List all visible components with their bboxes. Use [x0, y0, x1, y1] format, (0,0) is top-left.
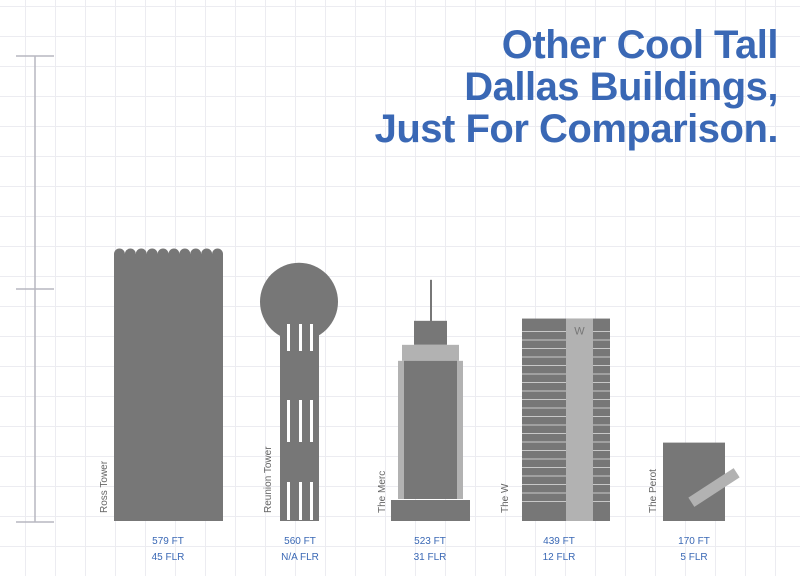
- ross-tower-crown: [169, 249, 180, 260]
- ross-tower-crown: [136, 249, 147, 260]
- the-merc-crown: [414, 321, 447, 345]
- ross-tower-crown: [114, 249, 125, 260]
- scale-bar: [16, 56, 54, 522]
- reunion-tower-window: [310, 400, 313, 442]
- the-merc-spire: [430, 280, 432, 322]
- ross-tower-crown: [125, 249, 136, 260]
- floor-label: 45 FLR: [152, 552, 185, 563]
- reunion-tower-window: [287, 324, 290, 351]
- the-merc-icon: [391, 280, 470, 521]
- floor-label: 5 FLR: [680, 552, 707, 563]
- reunion-tower-window: [310, 324, 313, 351]
- the-merc-band: [402, 345, 459, 361]
- floor-label: 31 FLR: [414, 552, 447, 563]
- reunion-tower-window: [287, 482, 290, 520]
- ross-tower-body: [114, 254, 223, 521]
- ross-tower-icon: [114, 249, 223, 521]
- height-label: 523 FT: [414, 536, 446, 547]
- height-label: 170 FT: [678, 536, 710, 547]
- ross-tower-crown: [190, 249, 201, 260]
- reunion-tower-window: [299, 324, 302, 351]
- ross-tower-crown: [179, 249, 190, 260]
- the-w-column: [566, 319, 593, 521]
- the-w-sign: W: [574, 326, 585, 338]
- floor-label: 12 FLR: [543, 552, 576, 563]
- building-name: Ross Tower: [99, 460, 110, 513]
- building-name: The Perot: [648, 469, 659, 513]
- height-label: 579 FT: [152, 536, 184, 547]
- building-name: The Merc: [377, 471, 388, 513]
- height-label: 560 FT: [284, 536, 316, 547]
- ross-tower-crown: [201, 249, 212, 260]
- buildings: W: [114, 249, 740, 521]
- the-perot-icon: [663, 443, 740, 521]
- height-label: 439 FT: [543, 536, 575, 547]
- reunion-tower-window: [310, 482, 313, 520]
- ross-tower-crown: [147, 249, 158, 260]
- ross-tower-crown: [158, 249, 169, 260]
- ross-tower-crown: [212, 249, 223, 260]
- building-name: The W: [500, 483, 511, 513]
- reunion-tower-window: [299, 400, 302, 442]
- reunion-tower-window: [299, 482, 302, 520]
- building-name: Reunion Tower: [263, 446, 274, 513]
- reunion-tower-window: [287, 400, 290, 442]
- the-merc-base: [391, 500, 470, 521]
- the-merc-body: [404, 361, 457, 499]
- the-w-icon: W: [512, 319, 619, 521]
- floor-label: N/A FLR: [281, 552, 319, 563]
